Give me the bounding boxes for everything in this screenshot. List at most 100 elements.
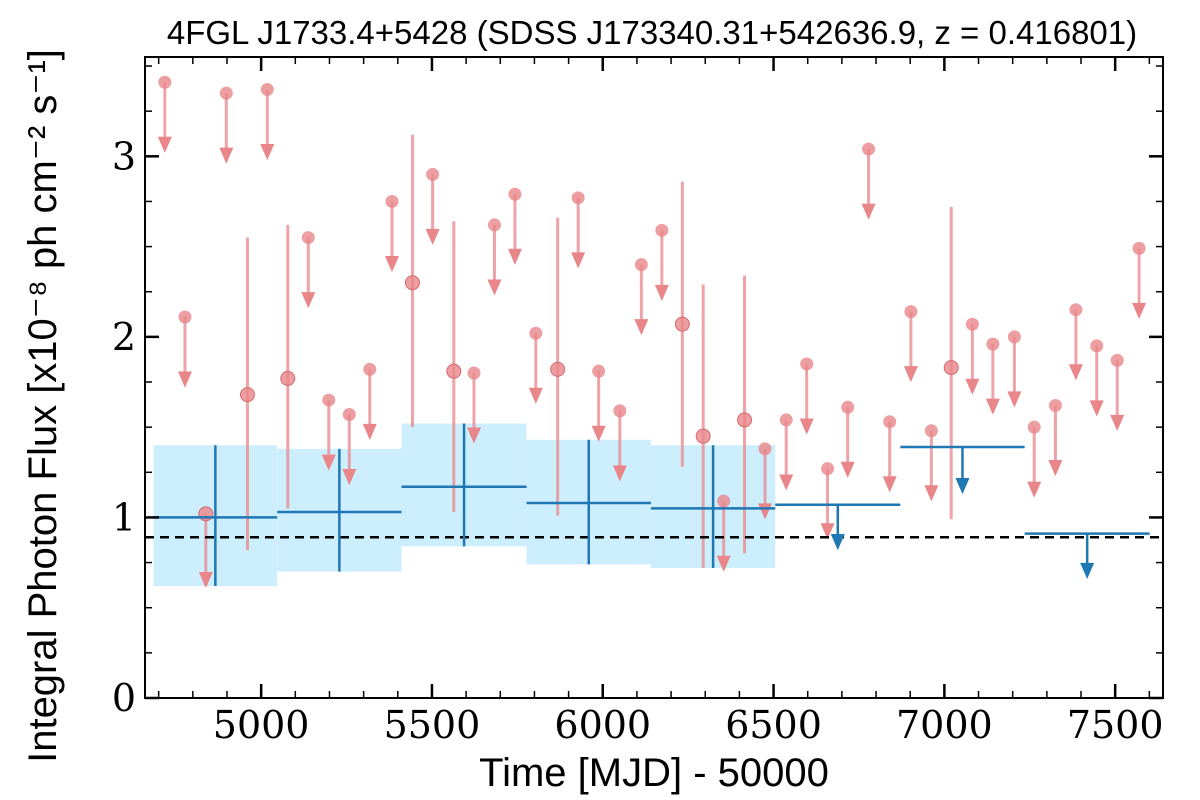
short-bin-detection-arrow bbox=[198, 571, 213, 589]
short-bin-upper-limit-point bbox=[592, 364, 606, 378]
short-bin-upper-limit-arrow bbox=[1132, 302, 1147, 320]
y-tick-label: 2 bbox=[112, 315, 136, 359]
short-bin-upper-limit-point bbox=[260, 83, 274, 97]
short-bin-upper-limit-arrow bbox=[1110, 414, 1125, 431]
short-bin-upper-limit-point bbox=[1132, 241, 1146, 255]
short-bin-upper-limit-arrow bbox=[799, 418, 814, 435]
short-bin-upper-limit-arrow bbox=[1089, 400, 1104, 417]
short-bin-upper-limit-arrow bbox=[321, 454, 336, 471]
short-bin-point bbox=[695, 428, 711, 444]
short-bin-point bbox=[550, 361, 566, 377]
short-bin-upper-limit-arrow bbox=[612, 465, 627, 482]
short-bin-upper-limit-arrow bbox=[634, 319, 649, 336]
short-bin-upper-limit-point bbox=[1110, 353, 1124, 367]
short-bin-upper-limit-arrow bbox=[1027, 481, 1042, 498]
short-bin-upper-limit-point bbox=[965, 317, 979, 331]
short-bin-point bbox=[737, 412, 753, 428]
short-bin-upper-limit-point bbox=[883, 415, 897, 429]
short-bin-point bbox=[943, 360, 959, 376]
short-bin-upper-limit-point bbox=[1007, 330, 1021, 344]
short-bin-upper-limit-point bbox=[467, 366, 481, 380]
short-bin-upper-limit-point bbox=[508, 187, 522, 201]
short-bin-upper-limit-arrow bbox=[882, 476, 897, 493]
short-bin-point bbox=[674, 316, 690, 332]
short-bin-upper-limit-point bbox=[717, 494, 731, 508]
short-bin-upper-limit-arrow bbox=[425, 228, 440, 245]
short-bin-upper-limit-arrow bbox=[301, 292, 316, 309]
long-bin-upper-limit-arrow bbox=[830, 534, 845, 551]
short-bin-upper-limit-point bbox=[1090, 339, 1104, 353]
short-bin-upper-limit-arrow bbox=[716, 555, 731, 572]
axes: 5000 5500 6000 6500 7000 7500 0 1 2 3 bbox=[112, 56, 1164, 747]
chart-title: 4FGL J1733.4+5428 (SDSS J173340.31+54263… bbox=[167, 14, 1137, 51]
short-bin-upper-limit-point bbox=[904, 305, 918, 319]
x-tick-label: 5500 bbox=[384, 703, 481, 747]
y-tick-label: 0 bbox=[112, 676, 136, 720]
short-bin-upper-limit-arrow bbox=[591, 425, 606, 442]
short-bin-upper-limit-point bbox=[634, 258, 648, 272]
x-axis-label: Time [MJD] - 50000 bbox=[479, 751, 829, 795]
short-bin-point bbox=[404, 275, 420, 291]
plot-area bbox=[145, 75, 1163, 589]
short-bin-upper-limit-arrow bbox=[965, 378, 980, 395]
short-bin-upper-limit-arrow bbox=[384, 255, 399, 273]
short-bin-upper-limit-point bbox=[1048, 398, 1062, 412]
x-tick-label: 6500 bbox=[725, 703, 822, 747]
short-bin-upper-limit-arrow bbox=[985, 398, 1000, 415]
short-bin-upper-limit-point bbox=[924, 424, 938, 438]
short-bin-upper-limit-arrow bbox=[903, 366, 918, 383]
short-bin-point bbox=[446, 363, 462, 379]
short-bin-upper-limit-arrow bbox=[177, 371, 192, 388]
short-bin-upper-limit-point bbox=[487, 218, 501, 232]
short-bin-upper-limit-point bbox=[841, 400, 855, 414]
short-bin-upper-limit-point bbox=[800, 357, 814, 371]
short-bin-upper-limit-point bbox=[385, 194, 399, 208]
short-bin-upper-limit-point bbox=[1069, 303, 1083, 317]
short-bin-upper-limit-arrow bbox=[654, 284, 669, 301]
short-bin-upper-limit-arrow bbox=[157, 136, 172, 153]
short-bin-upper-limit-point bbox=[758, 442, 772, 456]
short-bin-upper-limit-arrow bbox=[1007, 391, 1022, 408]
y-tick-label: 1 bbox=[112, 495, 136, 539]
short-bin-upper-limit-point bbox=[821, 462, 835, 476]
y-axis-label: Integral Photon Flux [x10⁻⁸ ph cm⁻² s⁻¹] bbox=[21, 49, 65, 763]
short-bin-upper-limit-point bbox=[178, 310, 192, 324]
short-bin-upper-limit-arrow bbox=[861, 203, 876, 220]
short-bin-upper-limit-point bbox=[986, 337, 1000, 351]
axes-frame bbox=[144, 56, 1164, 699]
short-bin-upper-limit-point bbox=[613, 404, 627, 418]
x-tick-label: 7000 bbox=[896, 703, 993, 747]
x-tick-label: 5000 bbox=[213, 703, 310, 747]
short-bin-upper-limit-point bbox=[219, 86, 233, 100]
short-bin-upper-limit-point bbox=[779, 413, 793, 427]
short-bin-upper-limit-point bbox=[862, 142, 876, 156]
short-bin-upper-limit-point bbox=[342, 408, 356, 422]
short-bin-upper-limit-point bbox=[529, 326, 543, 340]
short-bin-upper-limit-point bbox=[655, 223, 669, 237]
short-bin-upper-limit-point bbox=[301, 231, 315, 245]
short-bin-upper-limit-arrow bbox=[487, 279, 502, 296]
short-bin-upper-limit-point bbox=[322, 393, 336, 407]
x-tick-label: 7500 bbox=[1067, 703, 1164, 747]
short-bin-upper-limit-arrow bbox=[342, 469, 357, 486]
short-bin-upper-limit-arrow bbox=[1068, 364, 1083, 381]
short-bin-upper-limit-point bbox=[571, 191, 585, 205]
short-bin-upper-limit-arrow bbox=[507, 248, 522, 265]
short-bin-upper-limit-arrow bbox=[219, 147, 234, 164]
x-tick-label: 6000 bbox=[554, 703, 651, 747]
short-bin-upper-limit-arrow bbox=[820, 523, 835, 540]
short-bin-point bbox=[198, 506, 214, 522]
short-bin-upper-limit-arrow bbox=[840, 461, 855, 478]
short-bin-upper-limit-arrow bbox=[779, 474, 794, 491]
short-bin-upper-limit-point bbox=[363, 362, 377, 376]
short-bin-upper-limit-point bbox=[1027, 420, 1041, 434]
short-bin-point bbox=[280, 370, 296, 386]
short-bin-upper-limit-arrow bbox=[362, 423, 377, 440]
short-bin-upper-limit-arrow bbox=[260, 144, 275, 161]
y-tick-label: 3 bbox=[112, 134, 136, 178]
long-bin-upper-limit-arrow bbox=[1080, 562, 1095, 580]
short-bin-point bbox=[239, 387, 255, 403]
short-bin-upper-limit-arrow bbox=[571, 252, 586, 269]
short-bin-upper-limit-arrow bbox=[528, 387, 543, 404]
